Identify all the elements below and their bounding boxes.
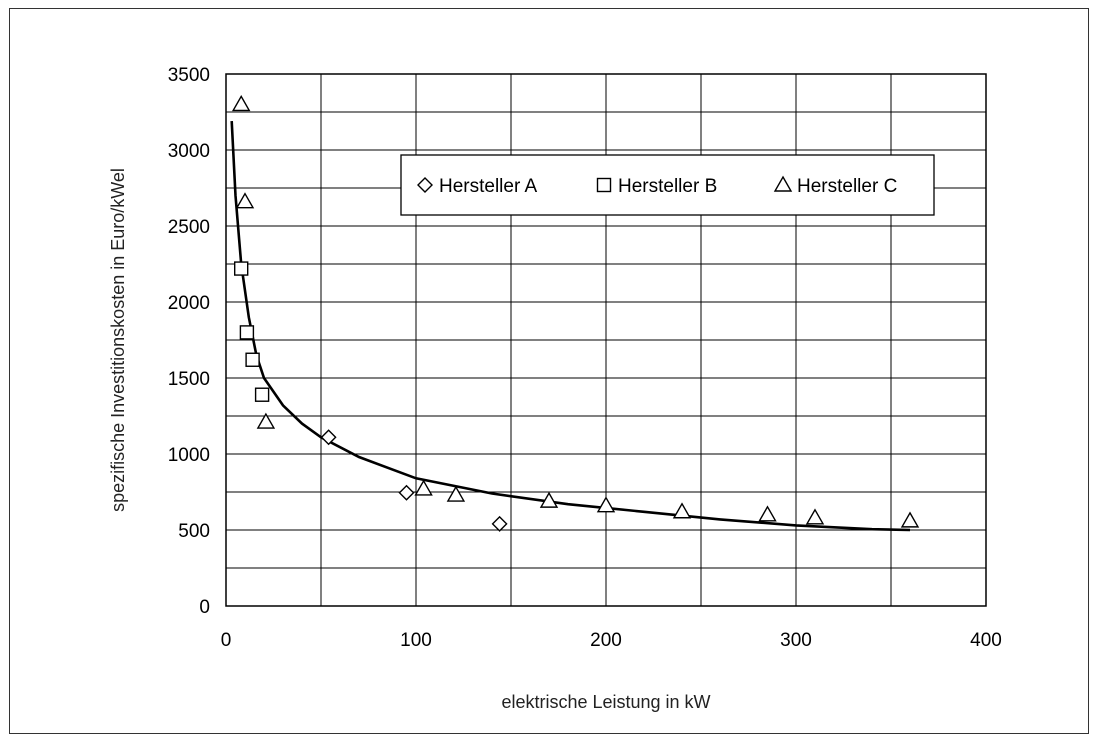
trend-line [230, 121, 911, 532]
x-tick-label: 400 [970, 630, 1002, 651]
legend-label: Hersteller C [797, 176, 897, 197]
x-tick-label: 0 [221, 630, 232, 651]
legend-marker-square [596, 177, 612, 193]
x-tick-label: 300 [780, 630, 812, 651]
x-tick-label: 200 [590, 630, 622, 651]
data-point-triangle [231, 94, 251, 112]
data-point-triangle [414, 479, 433, 496]
data-point-square [239, 325, 255, 340]
y-tick-label: 3000 [168, 141, 210, 162]
y-tick-label: 1500 [168, 369, 210, 390]
chart-frame [9, 8, 1089, 734]
y-axis-label: spezifische Investitionskosten in Euro/k… [108, 168, 128, 512]
y-tick-label: 0 [199, 597, 210, 618]
legend-marker-diamond [417, 177, 433, 193]
data-point-triangle [446, 485, 466, 502]
data-point-square [245, 352, 260, 367]
data-point-triangle [758, 505, 777, 522]
data-point-triangle [900, 511, 920, 528]
y-tick-label: 3500 [168, 65, 210, 86]
data-point-diamond [320, 429, 337, 446]
data-point-square [233, 261, 249, 276]
legend-box [400, 154, 935, 216]
legend-label: Hersteller B [618, 176, 717, 197]
legend: Hersteller A Hersteller B Hersteller C [400, 154, 935, 216]
data-point-triangle [256, 412, 276, 429]
data-point-triangle [596, 496, 616, 513]
data-point-square [254, 387, 270, 402]
data-point-triangle [805, 508, 825, 525]
grid [225, 73, 987, 607]
x-tick-label: 100 [400, 630, 432, 651]
data-point-triangle [539, 491, 559, 508]
legend-label: Hersteller A [439, 176, 538, 197]
y-tick-label: 1000 [168, 445, 210, 466]
plot-area-border [225, 73, 987, 607]
data-point-diamond [398, 484, 415, 501]
y-tick-label: 500 [178, 521, 210, 542]
legend-marker-triangle [773, 175, 793, 192]
y-tick-label: 2000 [168, 293, 210, 314]
y-tick-labels: 0 500 1000 1500 2000 2500 3000 3500 [168, 65, 210, 618]
x-tick-labels: 0 100 200 300 400 [221, 630, 1002, 651]
data-point-triangle [672, 502, 692, 519]
data-point-triangle [235, 192, 255, 209]
data-point-diamond [491, 515, 508, 532]
y-tick-label: 2500 [168, 217, 210, 238]
data-markers [231, 94, 920, 532]
x-axis-label: elektrische Leistung in kW [501, 692, 710, 712]
